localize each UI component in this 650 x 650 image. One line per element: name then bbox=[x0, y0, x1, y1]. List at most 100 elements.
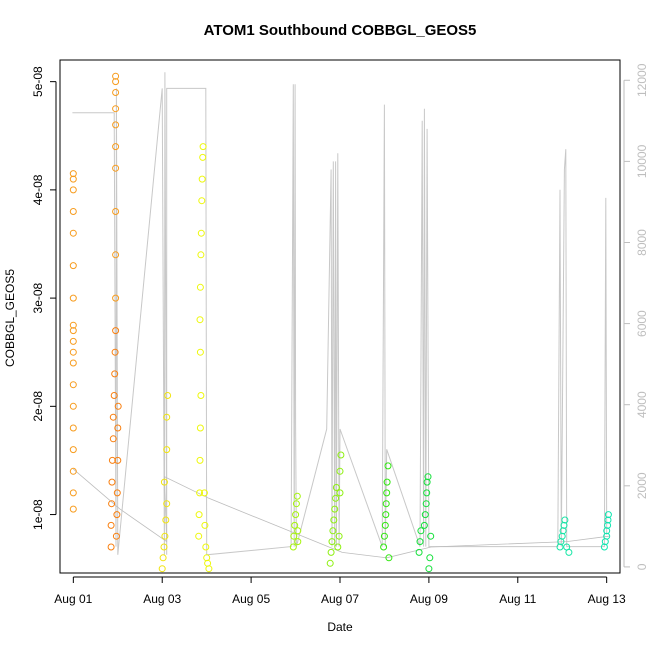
x-tick-label: Aug 05 bbox=[232, 592, 270, 606]
data-point bbox=[69, 262, 77, 270]
data-point bbox=[384, 462, 392, 470]
data-point bbox=[198, 175, 206, 183]
data-point bbox=[112, 294, 120, 302]
y-tick-label: 5e-08 bbox=[31, 66, 45, 97]
data-point bbox=[380, 543, 388, 551]
data-point bbox=[108, 478, 116, 486]
x-tick-label: Aug 09 bbox=[410, 592, 448, 606]
data-point bbox=[425, 565, 433, 573]
series-5 bbox=[289, 492, 302, 551]
data-point bbox=[416, 538, 424, 546]
data-point bbox=[112, 143, 120, 151]
data-point bbox=[199, 143, 207, 151]
data-point bbox=[385, 554, 393, 562]
altitude-layer bbox=[72, 72, 608, 556]
data-point bbox=[69, 294, 77, 302]
data-point bbox=[114, 456, 122, 464]
y2-tick-label: 2000 bbox=[635, 472, 649, 499]
data-point bbox=[292, 511, 300, 519]
data-point bbox=[69, 489, 77, 497]
data-point bbox=[423, 489, 431, 497]
data-point bbox=[293, 492, 301, 500]
y-axis: 1e-08 2e-08 3e-08 4e-08 5e-08 bbox=[31, 66, 57, 530]
data-point bbox=[163, 446, 171, 454]
track-layer bbox=[73, 468, 609, 559]
series-1 bbox=[69, 72, 120, 513]
data-point bbox=[205, 565, 213, 573]
series-9 bbox=[556, 516, 573, 556]
data-point bbox=[159, 554, 167, 562]
data-point bbox=[108, 500, 116, 508]
x-tick-label: Aug 13 bbox=[588, 592, 626, 606]
data-point bbox=[114, 402, 122, 410]
y2-tick-label: 12000 bbox=[635, 63, 649, 97]
data-point bbox=[336, 489, 344, 497]
data-point bbox=[164, 392, 172, 399]
data-point bbox=[69, 359, 77, 367]
x-axis: Aug 01 Aug 03 Aug 05 Aug 07 Aug 09 Aug 11 Aug … bbox=[54, 576, 626, 606]
data-point bbox=[565, 548, 573, 556]
data-point bbox=[197, 229, 205, 237]
y-tick-label: 2e-08 bbox=[31, 391, 45, 422]
data-point bbox=[196, 489, 204, 497]
data-point bbox=[113, 511, 121, 519]
data-point bbox=[381, 521, 389, 529]
data-point bbox=[112, 72, 120, 80]
data-point bbox=[196, 283, 204, 291]
data-point bbox=[604, 511, 612, 519]
data-point bbox=[69, 321, 77, 329]
series-3 bbox=[158, 392, 172, 573]
data-point bbox=[112, 78, 120, 86]
series-8 bbox=[415, 473, 435, 573]
data-point bbox=[112, 208, 120, 215]
data-point bbox=[289, 543, 297, 551]
data-point bbox=[203, 554, 211, 562]
data-point bbox=[200, 489, 208, 497]
data-point bbox=[603, 532, 611, 540]
data-point bbox=[107, 521, 115, 529]
y-tick-label: 3e-08 bbox=[31, 282, 45, 313]
data-point bbox=[111, 370, 119, 378]
y-axis-label: COBBGL_GEOS5 bbox=[3, 269, 17, 367]
data-point bbox=[112, 89, 120, 96]
chart-title: ATOM1 Southbound COBBGL_GEOS5 bbox=[204, 22, 477, 39]
data-point bbox=[112, 532, 120, 540]
data-point bbox=[291, 521, 299, 529]
series-2 bbox=[107, 327, 122, 551]
data-point bbox=[420, 521, 428, 529]
data-point bbox=[294, 527, 302, 535]
data-point bbox=[114, 424, 122, 432]
data-point bbox=[561, 516, 569, 524]
y2-tick-label: 10000 bbox=[635, 144, 649, 178]
data-point bbox=[160, 478, 168, 486]
data-point bbox=[332, 484, 340, 491]
data-point bbox=[69, 402, 77, 410]
data-point bbox=[330, 516, 338, 524]
data-point bbox=[290, 532, 298, 540]
y-tick-label: 4e-08 bbox=[31, 174, 45, 205]
data-point bbox=[69, 208, 77, 215]
data-point bbox=[112, 251, 120, 259]
data-point bbox=[69, 186, 77, 194]
y2-tick-label: 8000 bbox=[635, 229, 649, 256]
data-point bbox=[113, 489, 121, 497]
data-point bbox=[202, 543, 210, 551]
x-tick-label: Aug 01 bbox=[54, 592, 92, 606]
data-point bbox=[69, 337, 77, 345]
data-point bbox=[335, 532, 343, 540]
y2-axis: 0 2000 4000 6000 8000 10000 12000 bbox=[623, 63, 649, 570]
data-point bbox=[422, 500, 430, 508]
data-point bbox=[69, 424, 77, 432]
data-point bbox=[383, 489, 391, 497]
data-point bbox=[604, 516, 612, 524]
y2-tick-label: 0 bbox=[635, 563, 649, 570]
data-point bbox=[197, 392, 205, 399]
data-point bbox=[331, 505, 339, 513]
data-point bbox=[332, 494, 340, 502]
data-point bbox=[158, 565, 166, 573]
data-point bbox=[163, 413, 171, 421]
data-point bbox=[69, 446, 77, 454]
data-point bbox=[327, 548, 335, 556]
data-point bbox=[69, 467, 77, 475]
x-tick-label: Aug 07 bbox=[321, 592, 359, 606]
